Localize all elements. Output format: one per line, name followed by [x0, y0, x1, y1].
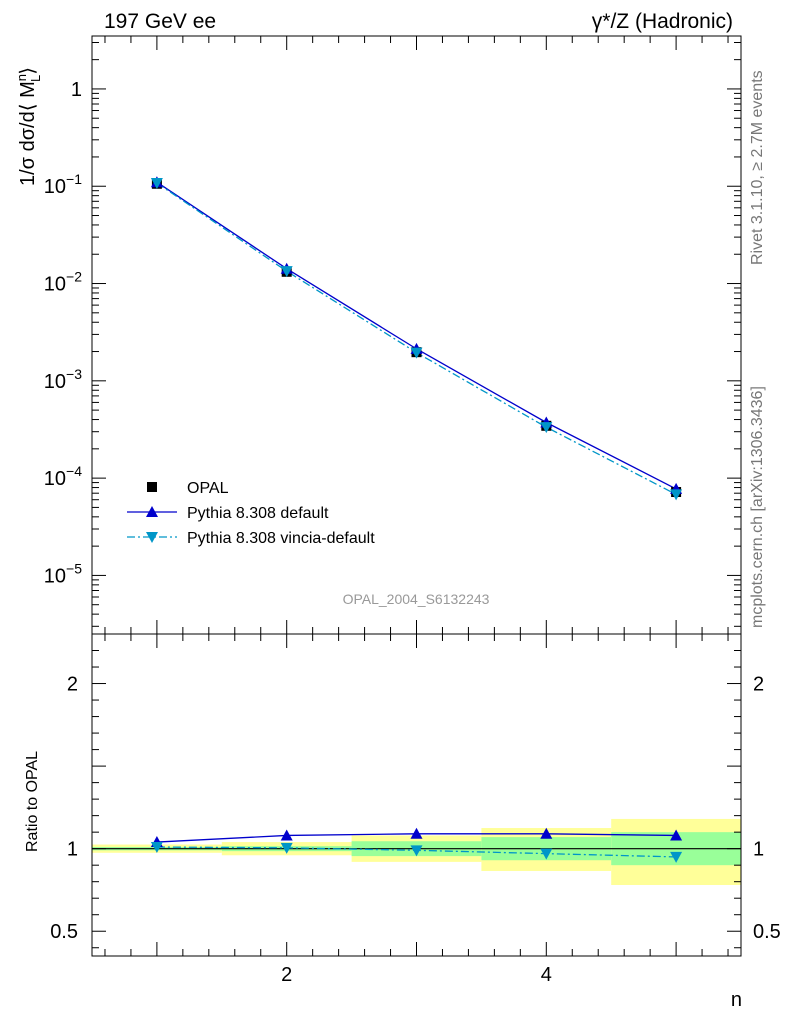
- legend-label-1: Pythia 8.308 default: [187, 505, 329, 522]
- ratio-ytick-label-right-2: 2: [753, 674, 764, 696]
- main-point-2-1: [280, 266, 293, 278]
- ratio-xtick-label-1: 4: [541, 964, 552, 986]
- ratio-panel: 2 4 0.5 0.5 1 1 2 2 Ratio to OPAL n: [24, 633, 781, 1011]
- ratio-ytick-label-left-0: 0.5: [50, 921, 78, 943]
- analysis-id: OPAL_2004_S6132243: [343, 591, 490, 607]
- legend-marker-1: [146, 506, 158, 517]
- main-ytick-label-4: 10−4: [44, 463, 82, 490]
- ratio-point-0-3: [540, 827, 553, 839]
- main-panel: 1 10−1 10−2 10−3 10−4 10−5 1/σ dσ/d⟨ MnL⟩ OPAL P…: [14, 35, 742, 635]
- ratio-ytick-label-left-1: 1: [67, 839, 78, 861]
- main-ylabel: 1/σ dσ/d⟨ MnL⟩: [14, 67, 43, 186]
- ratio-point-0-1: [280, 829, 293, 841]
- ratio-point-1-1: [280, 842, 293, 854]
- ratio-point-0-2: [410, 827, 423, 839]
- ratio-point-1-0: [150, 842, 163, 854]
- ratio-frame: [91, 633, 742, 957]
- ratio-xtick-label-0: 2: [281, 964, 292, 986]
- main-ytick-label-0: 1: [71, 79, 82, 101]
- main-ytick-label-2: 10−2: [44, 269, 82, 296]
- main-ytick-label-1: 10−1: [44, 171, 82, 198]
- header-left: 197 GeV ee: [104, 10, 216, 33]
- header-right: γ*/Z (Hadronic): [592, 10, 733, 33]
- side-label-bottom: mcplots.cern.ch [arXiv:1306.3436]: [749, 386, 766, 628]
- main-point-2-4: [670, 489, 683, 501]
- legend-marker-2: [146, 532, 158, 543]
- legend-label-0: OPAL: [187, 480, 229, 497]
- ratio-point-1-3: [540, 848, 553, 860]
- main-point-2-2: [410, 347, 423, 359]
- side-label-top: Rivet 3.1.10, ≥ 2.7M events: [749, 70, 766, 265]
- main-ytick-label-3: 10−3: [44, 366, 82, 393]
- ratio-ylabel: Ratio to OPAL: [24, 751, 41, 852]
- ratio-point-0-4: [670, 829, 683, 841]
- ratio-ytick-label-right-1: 1: [753, 839, 764, 861]
- main-line-1: [156, 181, 677, 490]
- ratio-ytick-label-right-0: 0.5: [753, 921, 781, 943]
- legend-marker-0: [147, 482, 157, 492]
- main-point-2-0: [150, 177, 163, 189]
- ratio-ytick-label-left-2: 2: [67, 674, 78, 696]
- main-point-2-3: [540, 422, 553, 434]
- main-ytick-label-5: 10−5: [44, 560, 82, 587]
- ratio-point-1-2: [410, 845, 423, 857]
- main-line-2: [156, 182, 677, 495]
- ratio-point-1-4: [670, 851, 683, 863]
- legend-label-2: Pythia 8.308 vincia-default: [187, 530, 375, 547]
- xlabel: n: [731, 989, 742, 1011]
